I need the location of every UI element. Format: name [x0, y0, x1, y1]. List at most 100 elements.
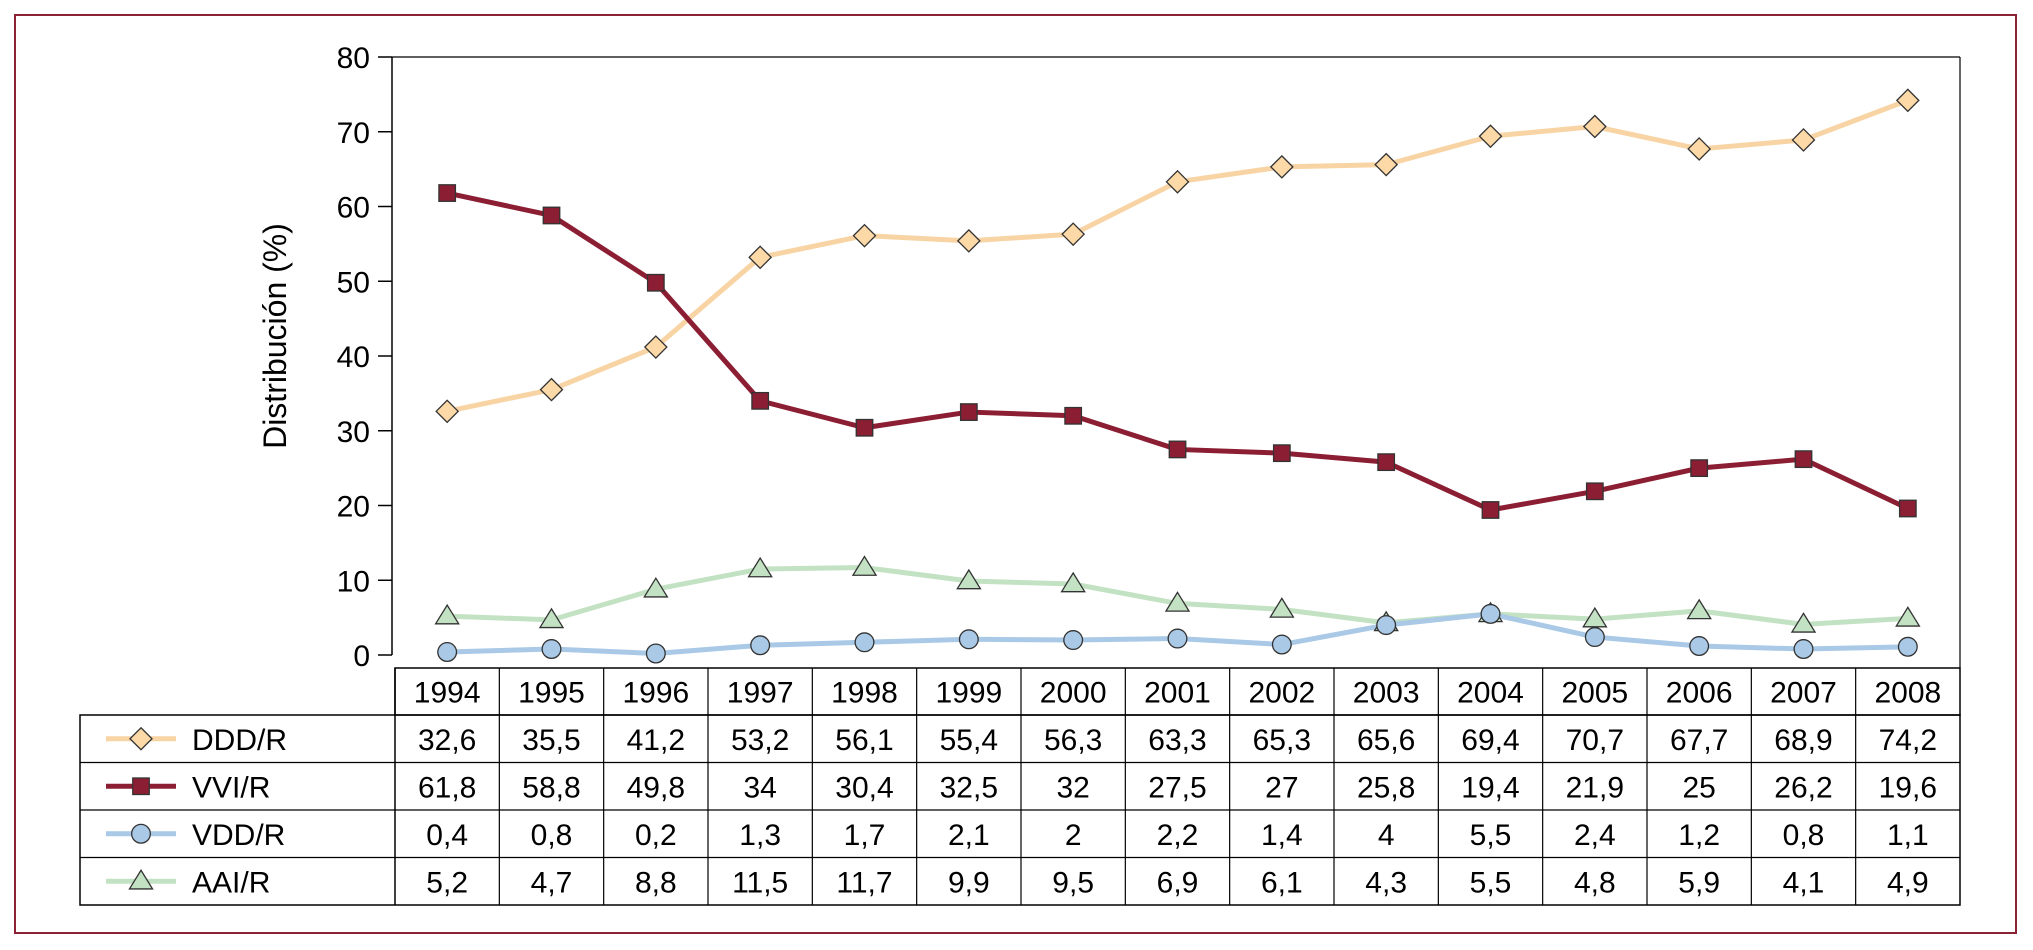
marker-circle [1271, 634, 1292, 655]
marker-triangle [1790, 612, 1817, 633]
marker-circle [541, 639, 562, 660]
table-cell-value: 0,8 [531, 819, 573, 852]
table-cell-value: 4 [1378, 819, 1395, 852]
marker-diamond [1478, 124, 1503, 149]
marker-circle [1063, 630, 1084, 651]
table-cell-value: 19,4 [1461, 771, 1519, 804]
legend-series-name: VVI/R [192, 771, 270, 804]
table-cell-value: 4,8 [1574, 866, 1616, 899]
table-cell-value: 4,3 [1365, 866, 1407, 899]
table-cell-value: 2,4 [1574, 819, 1616, 852]
chart-frame [14, 14, 2017, 934]
marker-circle [130, 823, 151, 844]
x-tick-label: 2001 [1144, 677, 1211, 710]
y-tick-label: 60 [337, 192, 370, 225]
legend-series-name: AAI/R [192, 866, 270, 899]
table-cell-value: 5,9 [1678, 866, 1720, 899]
x-tick-label: 2003 [1353, 677, 1420, 710]
data-table: 1994 1995 1996 1997 1998 1999 2000 2001 2002 2003… [79, 667, 1961, 906]
table-cell-value: 67,7 [1670, 724, 1728, 757]
x-tick-label: 1995 [518, 677, 585, 710]
table-cell-value: 4,7 [531, 866, 573, 899]
marker-triangle [1895, 606, 1921, 627]
table-cell-value: 2 [1065, 819, 1082, 852]
table-cell-value: 0,8 [1783, 819, 1825, 852]
y-tick-label: 70 [337, 117, 370, 150]
table-cell-value: 65,6 [1357, 724, 1415, 757]
table-cell-value: 6,1 [1261, 866, 1303, 899]
table-cell-value: 49,8 [627, 771, 685, 804]
x-tick-label: 2007 [1770, 677, 1837, 710]
table-cell-value: 5,2 [426, 866, 468, 899]
marker-triangle [434, 603, 460, 625]
x-tick-label: 2005 [1561, 677, 1628, 710]
marker-diamond [129, 726, 153, 751]
table-cell-value: 56,3 [1044, 724, 1102, 757]
table-cell-value: 4,9 [1887, 866, 1929, 899]
y-tick-label: 0 [353, 640, 370, 673]
marker-triangle [128, 869, 154, 890]
marker-triangle [1164, 591, 1191, 612]
marker-triangle [1582, 606, 1608, 628]
x-tick-label: 1997 [727, 677, 794, 710]
marker-circle [1480, 603, 1501, 624]
x-tick-label: 2008 [1874, 677, 1941, 710]
table-cell-value: 68,9 [1774, 724, 1832, 757]
table-cell-value: 41,2 [627, 724, 685, 757]
table-cell-value: 26,2 [1774, 771, 1832, 804]
marker-square [1690, 459, 1709, 478]
table-cell-value: 9,5 [1052, 866, 1094, 899]
marker-diamond [1061, 222, 1086, 247]
marker-circle [1167, 628, 1188, 649]
y-axis: 0 10 20 30 40 50 60 70 80 [337, 42, 1961, 673]
table-cell-value: 6,9 [1157, 866, 1199, 899]
marker-circle [645, 643, 666, 664]
x-tick-label: 2006 [1666, 677, 1733, 710]
marker-square [1585, 482, 1604, 501]
series-line [446, 98, 1909, 414]
marker-square [1272, 444, 1291, 463]
marker-square [1898, 499, 1917, 518]
marker-square [646, 273, 665, 292]
table-cell-value: 58,8 [522, 771, 580, 804]
marker-circle [1584, 627, 1605, 648]
table-cell-value: 61,8 [418, 771, 476, 804]
table-cell-value: 19,6 [1879, 771, 1937, 804]
table-cell-value: 35,5 [522, 724, 580, 757]
marker-square [1064, 406, 1083, 425]
marker-triangle [1060, 571, 1086, 593]
marker-triangle [643, 576, 669, 598]
series-markers [434, 88, 1921, 664]
table-cell-value: 21,9 [1566, 771, 1624, 804]
marker-circle [1793, 639, 1814, 660]
y-tick-label: 50 [337, 266, 370, 299]
table-cell-value: 69,4 [1461, 724, 1519, 757]
marker-triangle [747, 556, 773, 578]
marker-diamond [1582, 114, 1607, 139]
marker-square [1794, 450, 1813, 469]
marker-circle [1376, 615, 1397, 636]
marker-circle [854, 632, 875, 653]
marker-square [751, 391, 770, 410]
x-tick-label: 2000 [1040, 677, 1107, 710]
table-cell-value: 53,2 [731, 724, 789, 757]
table-cell-value: 34 [743, 771, 776, 804]
marker-circle [1897, 636, 1918, 657]
y-axis-label: Distribución (%) [257, 223, 293, 449]
marker-square [855, 418, 874, 437]
table-cell-value: 5,5 [1470, 866, 1512, 899]
marker-triangle [538, 607, 565, 629]
marker-diamond [643, 335, 668, 359]
marker-diamond [1895, 88, 1920, 113]
table-cell-value: 32 [1056, 771, 1089, 804]
table-cell-value: 2,1 [948, 819, 990, 852]
marker-diamond [852, 223, 877, 248]
table-cell-value: 0,2 [635, 819, 677, 852]
marker-square [132, 777, 150, 796]
legend-series-name: DDD/R [192, 724, 287, 757]
table-cell-value: 1,1 [1887, 819, 1929, 852]
table-cell-value: 8,8 [635, 866, 677, 899]
table-cell-value: 65,3 [1253, 724, 1311, 757]
y-tick-label: 80 [337, 42, 370, 75]
